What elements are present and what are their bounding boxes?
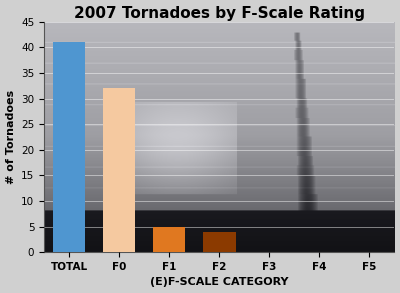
Bar (53, 42, 85, 252)
Bar (203, 232, 236, 252)
Title: 2007 Tornadoes by F-Scale Rating: 2007 Tornadoes by F-Scale Rating (74, 6, 365, 21)
Bar (153, 226, 186, 252)
Bar (103, 88, 136, 252)
X-axis label: (E)F-SCALE CATEGORY: (E)F-SCALE CATEGORY (150, 277, 288, 287)
Y-axis label: # of Tornadoes: # of Tornadoes (6, 90, 16, 184)
